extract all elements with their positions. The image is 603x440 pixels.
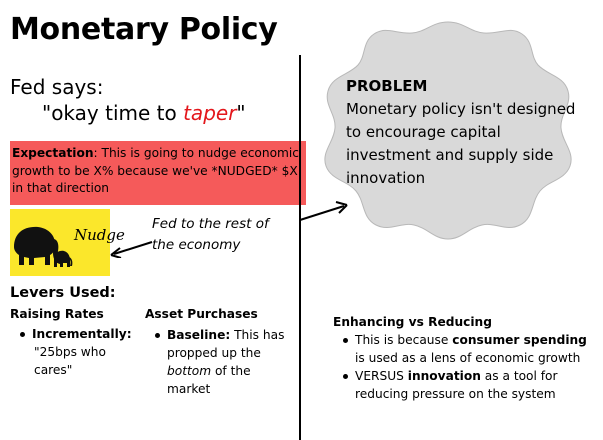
arrow-to-nudge-icon xyxy=(110,241,153,258)
enhancing-heading: Enhancing vs Reducing xyxy=(333,315,492,329)
raising-rates-sub: "25bps who cares" xyxy=(34,345,106,377)
nudge-image: Nudge xyxy=(10,209,125,276)
bullet-dot xyxy=(155,333,160,338)
item2-post: as a tool for reducing pressure on the s… xyxy=(355,369,558,401)
list-item: This is because consumer spending is use… xyxy=(343,331,593,367)
item2-pre: VERSUS xyxy=(355,369,408,383)
bullet-dot xyxy=(343,374,348,379)
asset-bullet-bold: Baseline: xyxy=(167,328,231,342)
bullet-dot xyxy=(343,338,348,343)
asset-purchases-heading: Asset Purchases xyxy=(145,307,258,321)
quote-suffix: " xyxy=(236,101,246,125)
raising-bullet-bold: Incrementally: xyxy=(32,327,132,341)
raising-rates-heading: Raising Rates xyxy=(10,307,104,321)
raising-rates-bullet: Incrementally: xyxy=(20,325,132,343)
item2-bold: innovation xyxy=(407,369,481,383)
enhancing-list: This is because consumer spending is use… xyxy=(343,331,593,403)
problem-callout: PROBLEM Monetary policy isn't designed t… xyxy=(346,75,576,190)
asset-text-italic: bottom xyxy=(167,364,212,378)
problem-heading: PROBLEM xyxy=(346,77,428,95)
problem-text: Monetary policy isn't designed to encour… xyxy=(346,100,576,187)
problem-cloud-shape xyxy=(324,21,572,240)
list-item: VERSUS innovation as a tool for reducing… xyxy=(343,367,593,403)
expectation-box: Expectation: This is going to nudge econ… xyxy=(10,141,306,205)
nudge-word: Nudge xyxy=(74,226,125,244)
asset-text-2: of the market xyxy=(167,364,251,396)
quote-highlight: taper xyxy=(183,101,237,125)
expectation-label: Expectation xyxy=(12,146,94,160)
item1-post: is used as a lens of economic growth xyxy=(355,333,595,365)
quote-prefix: "okay time to xyxy=(42,101,184,125)
vertical-divider xyxy=(299,55,301,440)
fed-says-label: Fed says: xyxy=(10,75,104,99)
elephant-icon xyxy=(14,226,73,267)
arrow-to-problem-icon xyxy=(299,201,348,221)
asset-purchases-bullet: Baseline: This has propped up the bottom… xyxy=(155,326,285,398)
bullet-dot xyxy=(20,332,25,337)
taper-quote: "okay time to taper" xyxy=(42,101,246,125)
item1-bold: consumer spending xyxy=(452,333,587,347)
expectation-text: : This is going to nudge economic growth… xyxy=(12,146,299,195)
levers-heading: Levers Used: xyxy=(10,285,116,301)
asset-text-1: This has propped up the xyxy=(167,328,285,360)
item1-pre: This is because xyxy=(355,333,453,347)
page-title: Monetary Policy xyxy=(10,12,278,47)
fed-rest-label: Fed to the rest of the economy xyxy=(152,216,269,253)
